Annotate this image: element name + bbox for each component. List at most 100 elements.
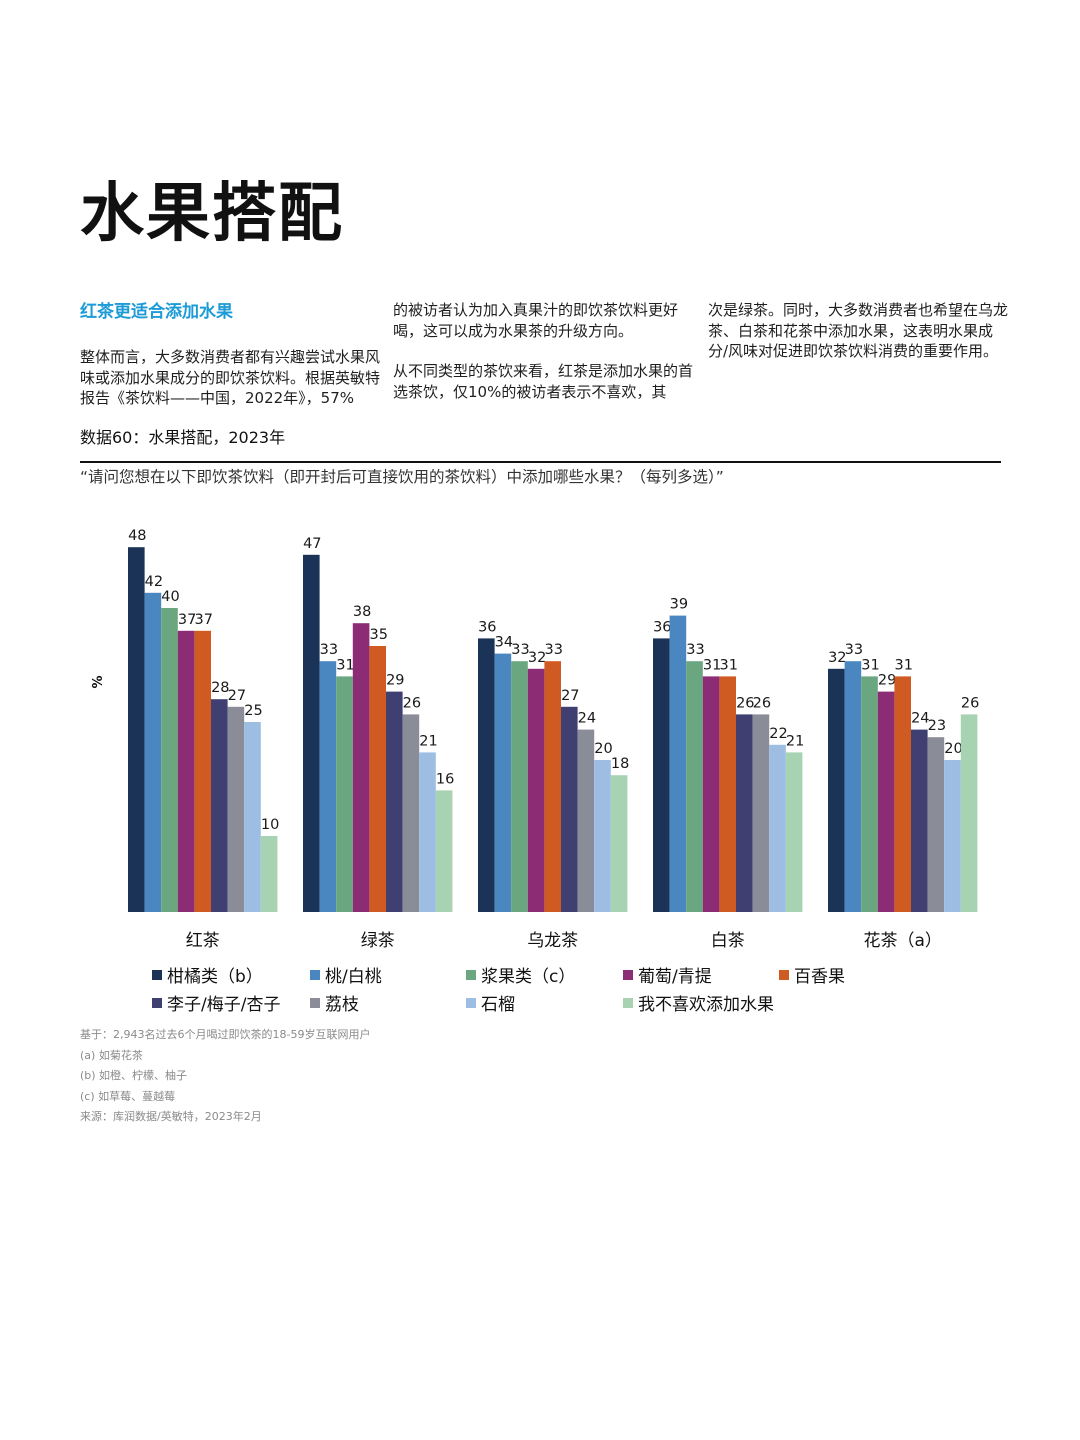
data-label: 37	[178, 612, 196, 628]
data-label: 20	[944, 741, 962, 757]
data-label: 36	[478, 619, 496, 635]
data-label: 33	[511, 642, 529, 658]
legend-label: 百香果	[794, 967, 845, 987]
bar	[352, 623, 370, 912]
data-label: 27	[228, 688, 246, 704]
bar	[861, 676, 878, 912]
data-label: 31	[861, 657, 879, 673]
bar	[419, 752, 436, 912]
legend-swatch	[779, 969, 789, 980]
legend-label: 荔枝	[325, 995, 359, 1015]
category-label: 白茶	[711, 931, 745, 951]
footnote: 基于：2,943名过去6个月喝过即饮茶的18-59岁互联网用户	[80, 1028, 371, 1041]
data-label: 29	[386, 673, 404, 689]
bar	[402, 714, 420, 912]
bar-chart: %484240373728272510红茶473331383529262116绿…	[91, 528, 979, 951]
data-label: 20	[594, 741, 612, 757]
data-label: 27	[561, 688, 579, 704]
data-label: 33	[686, 642, 704, 658]
category-label: 乌龙茶	[527, 931, 578, 951]
bar	[944, 760, 961, 912]
legend-item: 百香果	[779, 962, 845, 987]
bar	[303, 554, 320, 912]
bar	[669, 615, 687, 912]
data-label: 28	[211, 680, 229, 696]
footnote: (b) 如橙、柠檬、柚子	[80, 1069, 188, 1082]
category-label: 红茶	[186, 931, 220, 951]
data-label: 21	[419, 733, 437, 749]
text-column-2: 的被访者认为加入真果汁的即饮茶饮料更好喝，这可以成为水果茶的升级方向。 从不同类…	[393, 300, 693, 422]
data-label: 32	[528, 650, 546, 666]
category-label: 花茶（a）	[863, 931, 941, 951]
category-label: 绿茶	[361, 931, 395, 951]
text-column-1: 红茶更适合添加水果 整体而言，大多数消费者都有兴趣尝试水果风味或添加水果成分的即…	[80, 300, 380, 429]
data-label: 31	[703, 657, 721, 673]
legend-swatch	[310, 997, 320, 1008]
bar	[561, 706, 578, 912]
footnote: 来源：库润数据/英敏特，2023年2月	[80, 1110, 262, 1123]
body-paragraph: 整体而言，大多数消费者都有兴趣尝试水果风味或添加水果成分的即饮茶饮料。根据英敏特…	[80, 348, 381, 407]
data-label: 37	[194, 612, 212, 628]
bar	[336, 676, 353, 912]
footnote: (c) 如草莓、蔓越莓	[80, 1089, 176, 1103]
bar	[386, 691, 403, 912]
data-label: 35	[369, 627, 387, 643]
legend-item: 石榴	[466, 990, 515, 1015]
bar	[686, 661, 703, 912]
data-label: 33	[320, 642, 338, 658]
legend-item: 桃/白桃	[310, 962, 382, 987]
divider-rule	[80, 461, 1001, 463]
bar	[544, 661, 561, 912]
bar	[511, 661, 528, 912]
bar	[211, 699, 228, 912]
text-column-3: 次是绿茶。同时，大多数消费者也希望在乌龙茶、白茶和花茶中添加水果，这表明水果成分…	[708, 300, 1008, 382]
legend-swatch	[623, 969, 633, 980]
data-label: 18	[611, 756, 629, 772]
legend-swatch	[623, 997, 633, 1008]
data-label: 38	[353, 604, 371, 620]
legend-swatch	[310, 969, 320, 980]
legend-item: 浆果类（c）	[466, 962, 575, 987]
bar	[769, 744, 786, 912]
bar	[128, 547, 145, 912]
legend-item: 柑橘类（b）	[152, 962, 263, 987]
data-label: 31	[336, 657, 354, 673]
data-label: 29	[878, 673, 896, 689]
data-label: 47	[303, 536, 321, 552]
data-label: 31	[719, 657, 737, 673]
bar	[260, 836, 278, 912]
data-label: 33	[544, 642, 562, 658]
data-label: 48	[128, 528, 146, 544]
data-label: 33	[845, 642, 863, 658]
legend-label: 我不喜欢添加水果	[638, 995, 774, 1015]
legend-label: 葡萄/青提	[638, 967, 712, 987]
data-label: 39	[670, 597, 688, 613]
data-label: 24	[911, 711, 929, 727]
footnote: (a) 如菊花茶	[80, 1048, 143, 1062]
figure-label: 数据60：水果搭配，2023年	[80, 428, 286, 447]
legend-label: 浆果类（c）	[481, 967, 576, 987]
bar	[194, 630, 211, 912]
bar	[911, 729, 928, 912]
legend-item: 荔枝	[310, 990, 359, 1015]
data-label: 26	[403, 695, 421, 711]
body-paragraph: 从不同类型的茶饮来看，红茶是添加水果的首选茶饮，仅10%的被访者表示不喜欢，其	[393, 362, 694, 401]
data-label: 34	[495, 635, 513, 651]
bar	[719, 676, 736, 912]
legend-swatch	[466, 997, 476, 1008]
legend-swatch	[152, 997, 162, 1008]
bar	[736, 714, 753, 912]
data-label: 32	[828, 650, 846, 666]
bar	[435, 790, 453, 912]
bar	[927, 737, 945, 912]
data-label: 26	[961, 695, 979, 711]
bar	[369, 646, 386, 912]
data-label: 16	[436, 771, 454, 787]
bar	[653, 638, 670, 912]
bar	[702, 676, 720, 912]
legend-label: 石榴	[481, 995, 515, 1015]
body-paragraph: 的被访者认为加入真果汁的即饮茶饮料更好喝，这可以成为水果茶的升级方向。	[393, 301, 679, 340]
data-label: 25	[244, 703, 262, 719]
bar	[161, 608, 178, 912]
legend-item: 李子/梅子/杏子	[152, 990, 280, 1015]
